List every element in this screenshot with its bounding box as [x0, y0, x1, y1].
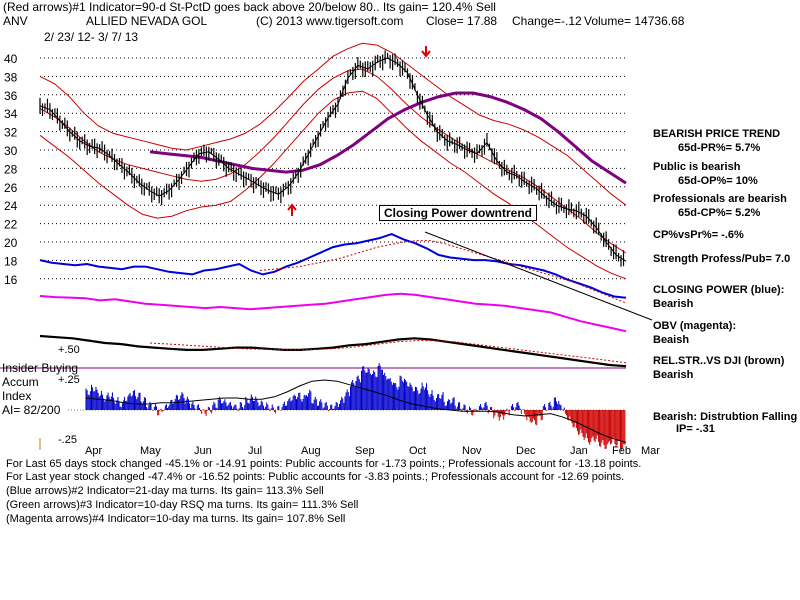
- y-axis-ticks: 40 38 36 34 32 30 28 26 24 22 20 18 16: [4, 52, 18, 287]
- red-buy-arrow-icon: [287, 203, 297, 216]
- accumulation-index-bars: [39, 363, 627, 451]
- op-value: 65d-OP%= 10%: [678, 175, 758, 187]
- price-close-line: [39, 57, 627, 262]
- moving-average-line: [149, 91, 627, 185]
- accum-status-label: Bearish: Distrubtion Falling: [653, 411, 798, 423]
- x-axis-months: Apr May Jun Jul Aug Sep Oct Nov Dec Jan Feb Mar: [85, 445, 660, 457]
- closing-power-label: CLOSING POWER (blue):: [653, 284, 785, 296]
- obv-line: [39, 292, 627, 333]
- accum-label: Accum: [2, 375, 39, 389]
- month-mar: Mar: [641, 445, 660, 457]
- accum-plus50-label: +.50: [58, 344, 80, 356]
- y-tick-16: 16: [4, 273, 18, 287]
- copyright: (C) 2013 www.tigersoft.com: [256, 14, 404, 28]
- insider-buying-label: Insider Buying: [2, 361, 79, 375]
- relative-strength-ma-line: [149, 340, 627, 364]
- footer-magenta-arrows-line: (Magenta arrows)#4 Indicator=10-day ma t…: [6, 513, 346, 525]
- price-bars: [39, 50, 627, 267]
- ticker-symbol: ANV: [3, 14, 28, 28]
- accum-plus25-label: +.25: [58, 374, 80, 386]
- month-apr: Apr: [85, 445, 102, 457]
- footer-green-arrows-line: (Green arrows)#3 Indicator=10-day RSQ ma…: [6, 499, 359, 511]
- y-tick-20: 20: [4, 236, 18, 250]
- bollinger-bands: [39, 42, 627, 280]
- cp-vs-pr-value: CP%vsPr%= -.6%: [653, 229, 744, 241]
- ip-value: IP= -.31: [676, 423, 715, 435]
- upper-band-line: [39, 42, 627, 206]
- month-jun: Jun: [194, 445, 212, 457]
- y-tick-28: 28: [4, 162, 18, 176]
- relstr-label: REL.STR..VS DJI (brown): [653, 355, 785, 367]
- month-aug: Aug: [301, 445, 321, 457]
- date-range: 2/ 23/ 12- 3/ 7/ 13: [44, 30, 139, 44]
- month-sep: Sep: [355, 445, 375, 457]
- close-value: Close= 17.88: [426, 14, 498, 28]
- month-dec: Dec: [516, 445, 536, 457]
- closing-power-status: Bearish: [653, 298, 694, 310]
- company-name: ALLIED NEVADA GOL: [86, 14, 208, 28]
- ai-value: AI= 82/200: [2, 403, 61, 417]
- professionals-bearish-title: Professionals are bearish: [653, 193, 787, 205]
- y-tick-38: 38: [4, 70, 18, 84]
- bearish-price-trend-title: BEARISH PRICE TREND: [653, 128, 781, 140]
- volume-value: Volume= 14736.68: [584, 14, 685, 28]
- y-tick-40: 40: [4, 52, 18, 66]
- middle-band-line: [39, 68, 627, 254]
- y-tick-26: 26: [4, 181, 18, 195]
- index-label: Index: [2, 389, 32, 403]
- closing-power-trendline: [424, 231, 653, 321]
- relative-strength-line: [39, 334, 627, 368]
- y-tick-22: 22: [4, 218, 18, 232]
- moving-average: [149, 91, 627, 185]
- indicator-lines: [0, 231, 653, 369]
- y-tick-32: 32: [4, 126, 18, 140]
- accum-minus25-label: -.25: [58, 434, 77, 446]
- header-indicator-line: (Red arrows)#1 Indicator=90-d St-PctD go…: [3, 0, 496, 14]
- y-tick-36: 36: [4, 89, 18, 103]
- chart-annotations: [287, 46, 431, 216]
- footer-year-line: For Last year stock changed -47.4% or -1…: [6, 471, 625, 483]
- price-gridlines: [40, 57, 626, 280]
- closing-power-downtrend-label: Closing Power downtrend: [379, 205, 538, 221]
- closing-power-line: [39, 233, 627, 299]
- closing-power-ma-line: [259, 240, 627, 304]
- cp-value: 65d-CP%= 5.2%: [678, 207, 761, 219]
- public-bearish-title: Public is bearish: [653, 161, 741, 173]
- obv-status: Beaish: [653, 334, 690, 346]
- month-nov: Nov: [462, 445, 482, 457]
- strength-ratio: Strength Profess/Pub= 7.0: [653, 253, 791, 265]
- accum-ma-line: [85, 379, 627, 443]
- y-tick-30: 30: [4, 144, 18, 158]
- footer-blue-arrows-line: (Blue arrows)#2 Indicator=21-day ma turn…: [6, 485, 324, 497]
- month-may: May: [140, 445, 161, 457]
- footer-65day-line: For Last 65 days stock changed -45.1% or…: [6, 458, 642, 470]
- month-oct: Oct: [409, 445, 426, 457]
- y-tick-24: 24: [4, 199, 18, 213]
- month-feb: Feb: [612, 445, 631, 457]
- red-sell-arrow-icon: [421, 46, 431, 58]
- month-jul: Jul: [248, 445, 262, 457]
- change-value: Change=-.12: [512, 14, 582, 28]
- relstr-status: Bearish: [653, 369, 694, 381]
- obv-label: OBV (magenta):: [653, 320, 737, 332]
- lower-band-line: [39, 90, 627, 280]
- month-jan: Jan: [570, 445, 588, 457]
- pr-value: 65d-PR%= 5.7%: [678, 142, 761, 154]
- y-tick-18: 18: [4, 254, 18, 268]
- y-tick-34: 34: [4, 107, 18, 121]
